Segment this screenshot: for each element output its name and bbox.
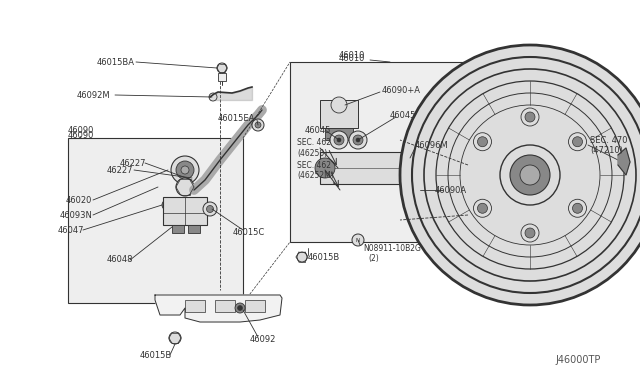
Circle shape [162,200,172,210]
Circle shape [401,46,640,304]
Circle shape [510,155,550,195]
Text: 46090: 46090 [68,131,94,140]
Circle shape [176,161,194,179]
Text: SEC. 462: SEC. 462 [297,160,331,170]
Text: 46020: 46020 [66,196,92,205]
Bar [163,197,207,225]
Text: 46090: 46090 [68,125,94,135]
Text: 46227: 46227 [107,166,134,174]
Text: 46015B: 46015B [140,350,172,359]
Text: 46090+A: 46090+A [382,86,421,94]
Circle shape [176,178,194,196]
Text: 46093N: 46093N [60,211,93,219]
Bar [188,225,200,233]
Bar [218,73,226,81]
Circle shape [237,305,243,311]
Bar [185,300,205,312]
Text: 46015BA: 46015BA [97,58,135,67]
Bar [245,300,265,312]
Text: SEC. 462: SEC. 462 [297,138,331,147]
Text: 46015EA: 46015EA [218,113,255,122]
Text: 46090A: 46090A [435,186,467,195]
Circle shape [525,112,535,122]
Text: SEC. 470: SEC. 470 [590,135,627,144]
Circle shape [315,158,335,178]
Text: (47210): (47210) [590,145,623,154]
Circle shape [164,202,170,208]
Text: N08911-10B2G: N08911-10B2G [363,244,421,253]
Circle shape [353,135,363,145]
Circle shape [209,93,217,101]
Bar [68,138,243,303]
Text: (46252M): (46252M) [297,170,333,180]
Circle shape [477,203,488,213]
Text: 46096M: 46096M [415,141,449,150]
Circle shape [349,131,367,149]
Text: 46047: 46047 [58,225,84,234]
Circle shape [235,303,245,313]
Text: 46015B: 46015B [308,253,340,262]
Circle shape [413,58,640,292]
Text: 46092M: 46092M [77,90,111,99]
Text: 46010: 46010 [339,51,365,60]
Circle shape [171,156,199,184]
Polygon shape [155,295,282,322]
Text: N: N [356,237,360,243]
Circle shape [400,45,640,305]
Circle shape [477,137,488,147]
Circle shape [331,97,347,113]
Circle shape [207,205,214,212]
Circle shape [520,165,540,185]
Circle shape [337,138,341,142]
Circle shape [408,178,432,202]
Circle shape [521,108,539,126]
Text: 46048: 46048 [107,256,134,264]
Circle shape [568,133,586,151]
Bar [290,62,468,242]
Circle shape [568,199,586,217]
Circle shape [414,184,426,196]
Circle shape [474,133,492,151]
Text: 46010: 46010 [339,54,365,62]
Text: J46000TP: J46000TP [555,355,600,365]
Circle shape [334,135,344,145]
Bar [215,300,235,312]
Circle shape [521,224,539,242]
Bar [320,100,358,128]
Text: (2): (2) [368,253,379,263]
Circle shape [252,119,264,131]
Circle shape [181,166,189,174]
Circle shape [356,138,360,142]
Polygon shape [618,148,630,175]
Circle shape [474,199,492,217]
Bar [320,152,440,184]
Bar [325,128,353,140]
Text: 46045: 46045 [390,110,417,119]
Circle shape [525,228,535,238]
Circle shape [217,63,227,73]
Circle shape [297,252,307,262]
Circle shape [169,332,181,344]
Circle shape [405,153,415,163]
Text: 46227: 46227 [120,158,147,167]
Circle shape [255,122,261,128]
Circle shape [203,202,217,216]
Circle shape [352,234,364,246]
Text: 46092: 46092 [250,336,276,344]
Circle shape [330,131,348,149]
Circle shape [500,145,560,205]
Text: (46250): (46250) [297,148,327,157]
Bar [172,225,184,233]
Circle shape [573,203,582,213]
Text: 46045: 46045 [305,125,332,135]
Circle shape [573,137,582,147]
Text: 46015C: 46015C [233,228,265,237]
Bar [435,150,455,186]
